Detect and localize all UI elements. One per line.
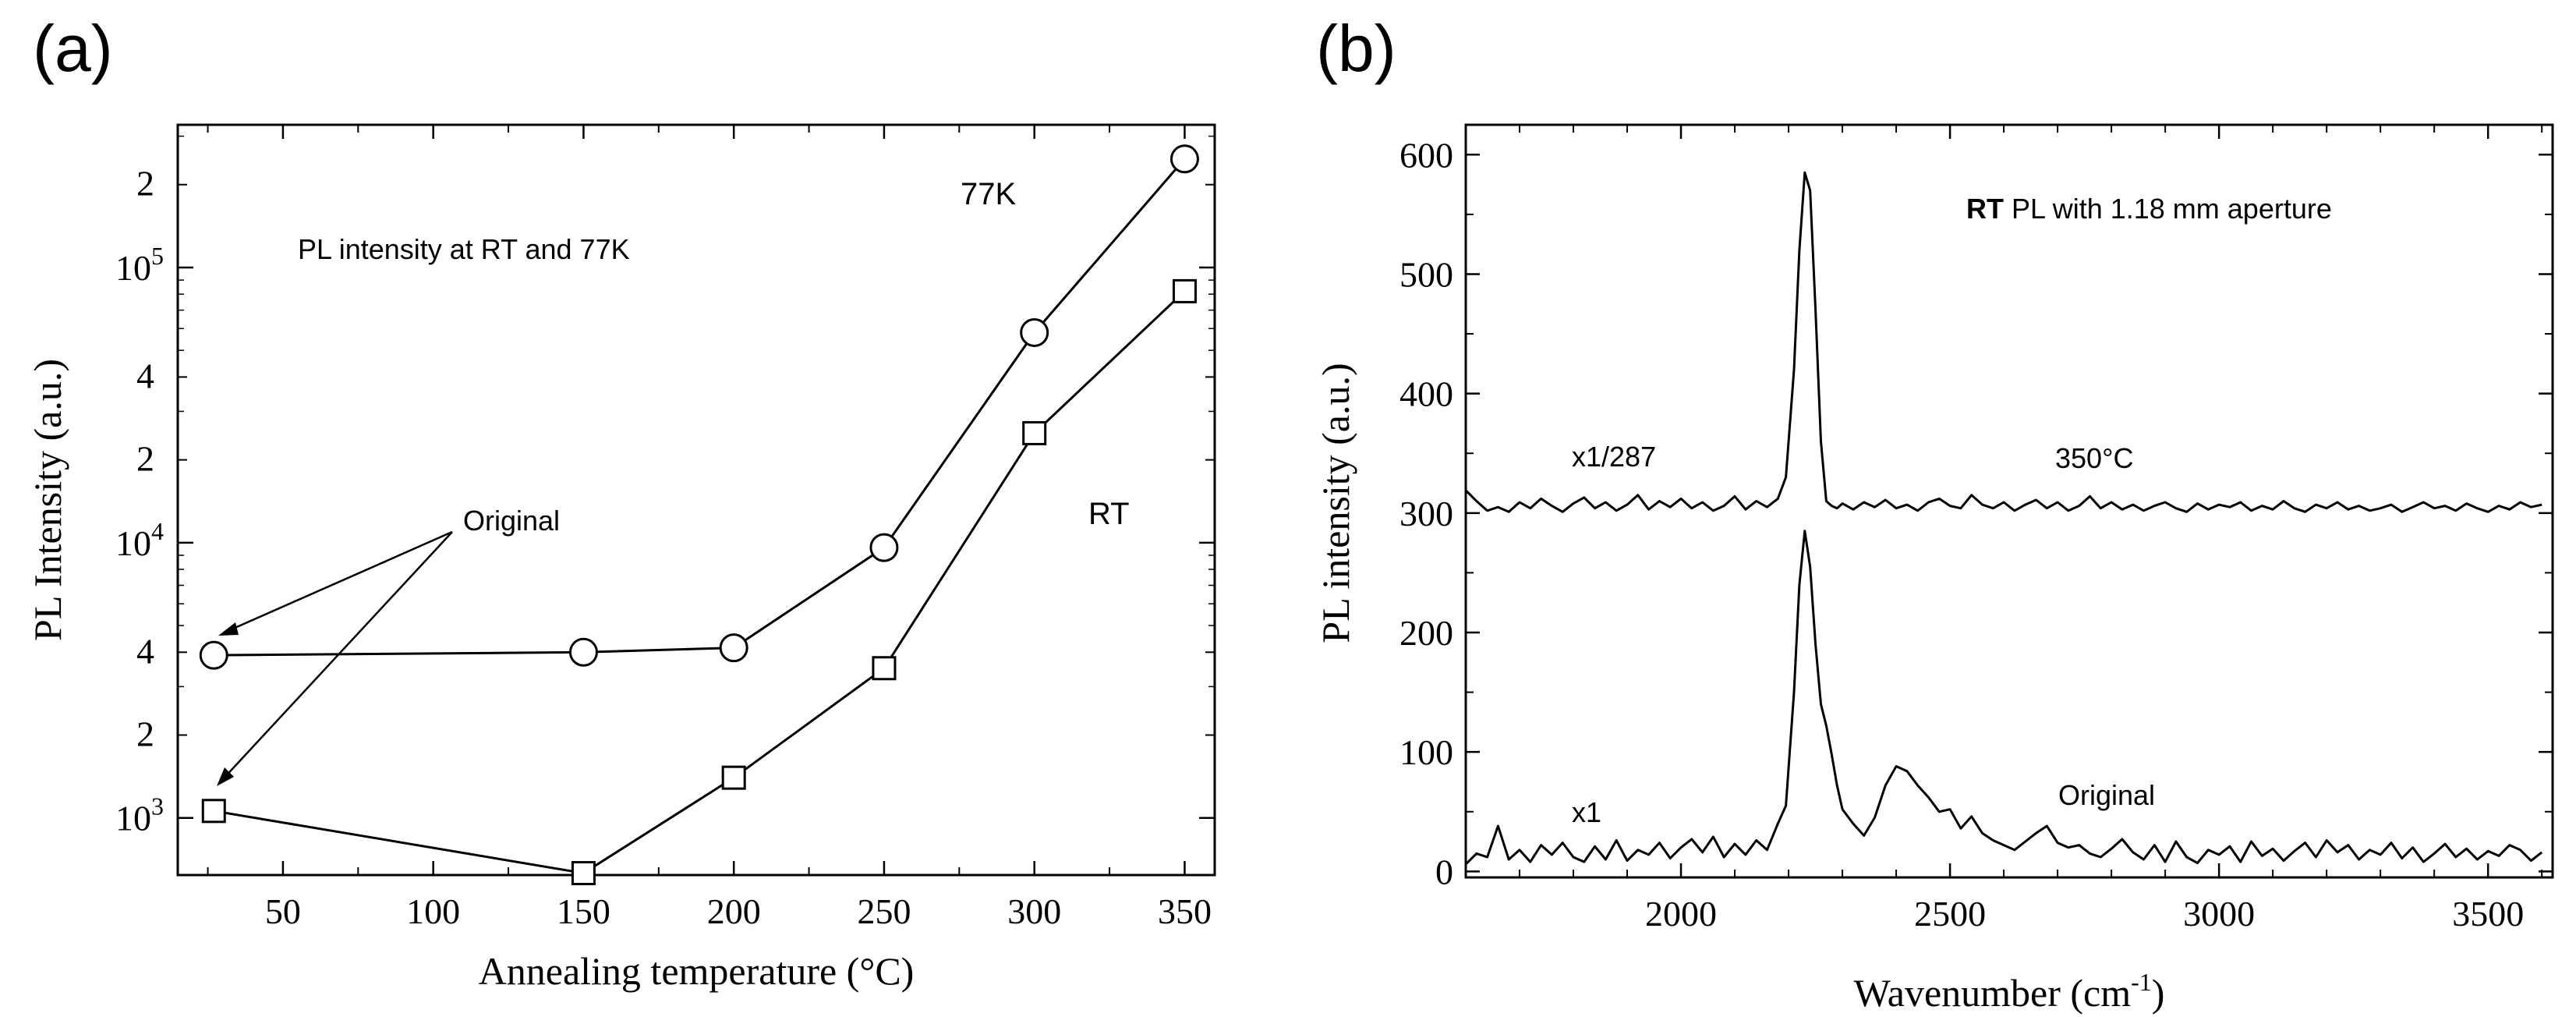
chart-a-xtick-label: 50 xyxy=(265,891,301,931)
chart-a-ytick-exp: 4 xyxy=(151,517,164,545)
chart-b-ytick-label: 100 xyxy=(1399,732,1453,772)
chart-a-point-square xyxy=(721,765,746,790)
chart-b-xtick-label: 2000 xyxy=(1645,894,1717,934)
chart-a-point-circle xyxy=(719,633,748,663)
panel-b-label: (b) xyxy=(1316,12,1396,85)
chart-b-xlabel-main: Wavenumber (cm xyxy=(1854,971,2132,1015)
chart-a-xlabel: Annealing temperature (°C) xyxy=(479,949,915,993)
chart-b-ylabel: PL intensity (a.u.) xyxy=(1314,363,1357,643)
chart-a-series xyxy=(199,144,1199,886)
chart-b-top-temp: 350°C xyxy=(2055,442,2133,474)
chart-b-series-line-0 xyxy=(1464,171,2542,513)
chart-a-ytick-base: 10 xyxy=(115,523,151,563)
chart-a-ytick-base: 10 xyxy=(115,248,151,288)
chart-a-point-square xyxy=(1022,420,1047,445)
chart-a-label-rt: RT xyxy=(1088,497,1130,531)
chart-b-ytick-label: 300 xyxy=(1399,494,1453,533)
chart-a-ytick-minor-label: 2 xyxy=(136,439,154,479)
chart-b-xlabel-end: ) xyxy=(2152,971,2165,1015)
chart-a-ytick-label: 105 xyxy=(115,242,164,288)
chart-b-ytick-label: 0 xyxy=(1435,852,1453,891)
chart-b-xlabel-sup: -1 xyxy=(2131,968,2152,996)
panel-a-label: (a) xyxy=(33,12,113,85)
chart-a-point-circle xyxy=(568,637,598,667)
chart-a-label-77k: 77K xyxy=(961,177,1016,211)
chart-a-xtick-label: 300 xyxy=(1007,891,1061,931)
chart-b-xtick-label: 3000 xyxy=(2183,894,2255,934)
chart-a-ytick-minor-label: 2 xyxy=(136,164,154,204)
chart-a-point-square xyxy=(1172,278,1197,303)
chart-a-point-circle xyxy=(1020,317,1049,347)
chart-b-y-ticks: 0 100 200 300 400 500 600 xyxy=(1399,135,2553,891)
chart-a-x-ticks: 50 100 150 200 250 300 350 xyxy=(207,125,1212,931)
chart-b-note: RT PL with 1.18 mm aperture xyxy=(1966,193,2332,225)
chart-b-frame xyxy=(1464,123,2554,879)
chart-b-ytick-label: 400 xyxy=(1399,374,1453,414)
chart-b-ytick-label: 200 xyxy=(1399,613,1453,653)
chart-b-xtick-label: 2500 xyxy=(1914,894,1986,934)
chart-a-point-circle xyxy=(199,640,228,670)
chart-b-ytick-label: 500 xyxy=(1399,254,1453,294)
chart-b-xlabel: Wavenumber (cm-1) xyxy=(1854,968,2165,1015)
chart-b-note-bold: RT xyxy=(1966,193,2004,225)
chart-b-bottom-scale: x1 xyxy=(1572,796,1601,828)
chart-a-ytick-label: 103 xyxy=(115,792,164,838)
chart-a-point-circle xyxy=(1169,144,1199,174)
chart-a-xtick-label: 100 xyxy=(406,891,460,931)
chart-b-x-ticks: 2000 2500 3000 3500 xyxy=(1519,125,2543,934)
chart-a-ytick-exp: 5 xyxy=(151,242,164,270)
chart-b: 2000 2500 3000 3500 0 100 200 300 400 500 600 RT … xyxy=(1314,123,2554,1015)
chart-a-ytick-minor-label: 2 xyxy=(136,714,154,754)
chart-a-ylabel: PL Intensity (a.u.) xyxy=(26,359,69,641)
chart-b-note-rest: PL with 1.18 mm aperture xyxy=(2004,193,2332,225)
chart-b-top-scale: x1/287 xyxy=(1572,441,1656,473)
chart-b-bottom-label: Original xyxy=(2058,779,2155,811)
chart-b-xtick-label: 3500 xyxy=(2452,894,2524,934)
chart-b-series-line-1 xyxy=(1464,530,2543,866)
chart-a-original-label: Original xyxy=(463,505,560,537)
chart-a-point-circle xyxy=(869,533,899,562)
chart-a-series-line-RT xyxy=(214,290,1186,875)
chart-a-xtick-label: 150 xyxy=(557,891,610,931)
chart-a-ytick-label: 104 xyxy=(115,517,164,563)
chart-a-ytick-minor-label: 4 xyxy=(136,356,154,395)
chart-a-note: PL intensity at RT and 77K xyxy=(298,233,630,265)
chart-a-point-square xyxy=(872,656,897,681)
chart-a-ytick-base: 10 xyxy=(115,799,151,838)
chart-a-ytick-minor-label: 4 xyxy=(136,631,154,671)
chart-a-xtick-label: 200 xyxy=(707,891,761,931)
chart-a-point-square xyxy=(201,799,226,824)
chart-a-ytick-exp: 3 xyxy=(151,792,164,820)
chart-a-frame xyxy=(176,123,1216,877)
chart-a-point-square xyxy=(571,861,596,886)
chart-b-series xyxy=(1464,171,2543,866)
chart-a-original-arrows xyxy=(217,530,453,786)
chart-a-xtick-label: 250 xyxy=(857,891,911,931)
chart-a-series-line-77K xyxy=(214,158,1186,657)
chart-b-ytick-label: 600 xyxy=(1399,135,1453,175)
chart-a-xtick-label: 350 xyxy=(1158,891,1212,931)
